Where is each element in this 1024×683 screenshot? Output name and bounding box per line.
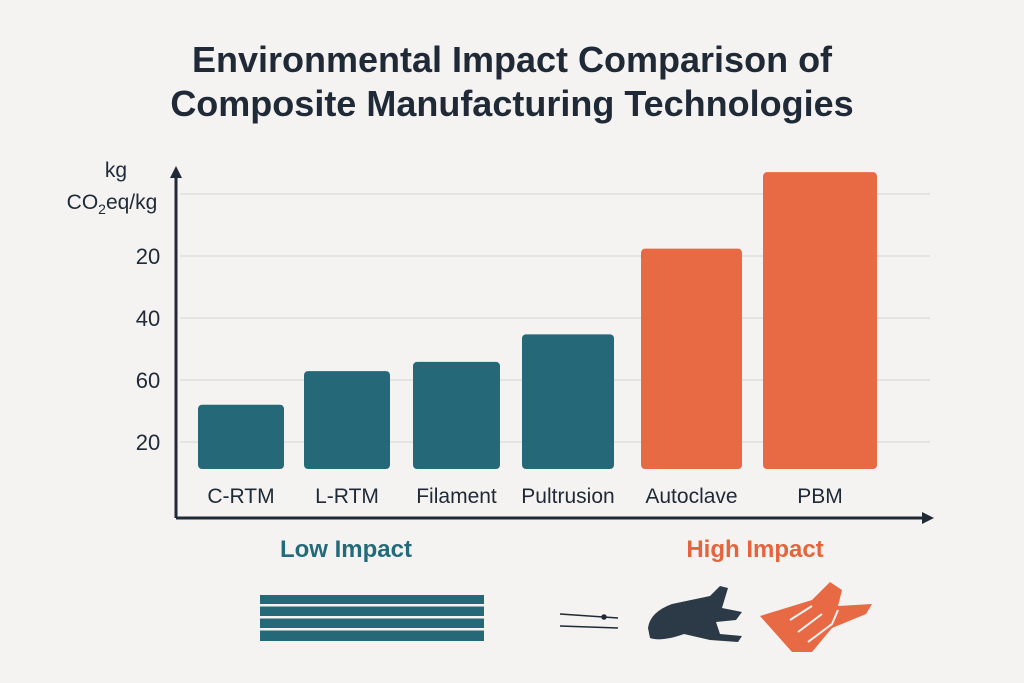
composite-part-icon — [760, 582, 872, 652]
category-label-c-rtm: C-RTM — [207, 485, 274, 508]
bar-c-rtm — [198, 404, 284, 469]
category-label-l-rtm: L-RTM — [315, 485, 379, 508]
layered-laminate-icon — [260, 595, 484, 641]
bar-pbm — [763, 172, 877, 469]
y-axis-label-line-2: CO2eq/kg — [67, 191, 158, 217]
category-label-pultrusion: Pultrusion — [521, 485, 614, 508]
y-tick-label: 60 — [136, 368, 160, 393]
fiber-strands-icon — [559, 613, 619, 629]
legend-low-impact: Low Impact — [280, 536, 412, 563]
category-label-filament: Filament — [416, 485, 497, 508]
bar-pultrusion — [522, 334, 614, 469]
y-tick-labels: 20 40 60 20 — [136, 244, 160, 455]
category-labels: C-RTM L-RTM Filament Pultrusion Autoclave PBM — [207, 485, 842, 508]
y-tick-label: 40 — [136, 306, 160, 331]
y-tick-label: 20 — [136, 244, 160, 269]
y-tick-label: 20 — [136, 430, 160, 455]
chart-title-line-1: Environmental Impact Comparison of — [191, 39, 833, 80]
airplane-icon — [648, 586, 742, 642]
bar-filament — [413, 361, 500, 469]
bar-autoclave — [641, 248, 742, 469]
y-axis-label-line-1: kg — [105, 159, 127, 182]
chart-title-line-2: Composite Manufacturing Technologies — [170, 83, 854, 124]
bars — [198, 172, 877, 469]
chart-title: Environmental Impact Comparison of Compo… — [0, 38, 1024, 126]
category-label-pbm: PBM — [797, 485, 843, 508]
legend-high-impact: High Impact — [686, 536, 823, 563]
bar-l-rtm — [304, 371, 390, 469]
category-label-autoclave: Autoclave — [645, 485, 737, 508]
